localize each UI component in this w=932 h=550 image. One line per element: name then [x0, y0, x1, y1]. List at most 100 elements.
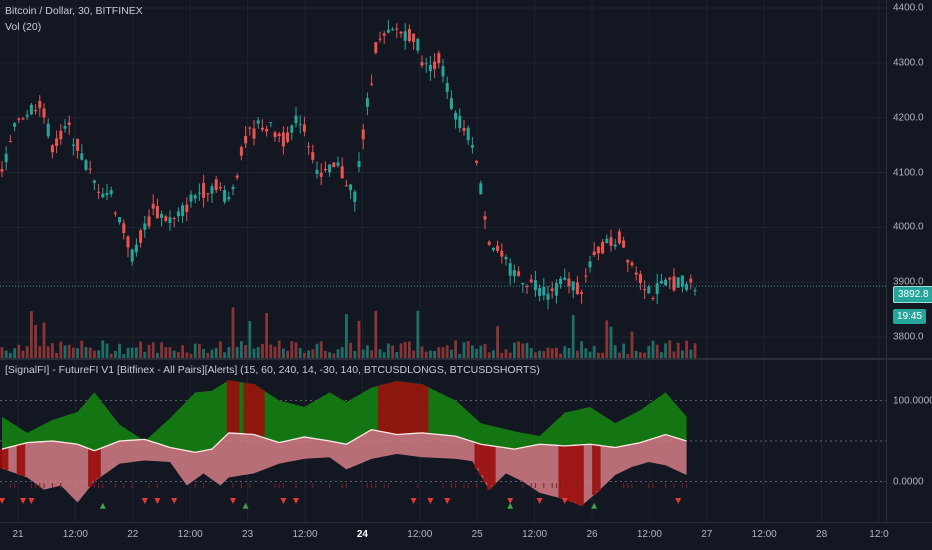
candle-body — [542, 286, 546, 296]
volume-bar — [672, 351, 676, 358]
pane-separator[interactable] — [0, 358, 932, 360]
candle-body — [118, 217, 122, 223]
volume-bar — [517, 341, 520, 358]
candle-body — [487, 241, 491, 245]
indicator-axis[interactable]: 100.0000 0.0000 — [886, 360, 932, 522]
time-tick-label: 28 — [816, 529, 828, 540]
candle-body — [67, 122, 71, 125]
volume-bar — [252, 348, 256, 358]
time-tick-label: 23 — [242, 529, 254, 540]
volume-bar — [466, 341, 470, 358]
candle-body — [277, 133, 281, 137]
candle-body — [496, 245, 500, 252]
bar-countdown-label: 19:45 — [893, 309, 927, 324]
volume-legend[interactable]: Vol (20) — [5, 21, 42, 33]
time-axis[interactable]: 21 12:00 22 12:00 23 12:00 24 12:00 25 12:00 26 12:… — [0, 522, 932, 550]
candle-body — [500, 250, 504, 257]
candle-body — [521, 283, 525, 285]
volume-bar — [240, 341, 243, 358]
candle-body — [470, 145, 474, 148]
candle-body — [638, 274, 642, 284]
candle-body — [231, 186, 235, 190]
volume-bar — [290, 341, 294, 358]
indicator-chart[interactable]: [SignalFI] - FutureFI V1 [Bitfinex - All… — [0, 360, 886, 522]
volume-bar — [492, 350, 495, 358]
candle-body — [63, 126, 67, 129]
candle-body — [592, 251, 596, 256]
volume-bar — [189, 353, 193, 358]
volume-bar — [655, 344, 659, 358]
candle-body — [601, 241, 605, 254]
candle-body — [336, 162, 340, 166]
signal-highlight — [394, 381, 399, 435]
price-axis[interactable]: 4400.0 4300.0 4200.0 4100.0 4000.0 3900.0 3800… — [886, 0, 932, 358]
time-tick-label: 12:00 — [636, 529, 662, 540]
sell-signal-marker — [141, 497, 148, 504]
volume-bar — [4, 350, 8, 358]
volume-bar — [76, 348, 79, 358]
volume-bar — [324, 350, 327, 358]
signal-highlight — [386, 383, 391, 433]
price-tick-label: 4200.0 — [893, 112, 924, 124]
volume-bar — [588, 351, 592, 358]
candle-body — [412, 33, 416, 42]
candle-body — [38, 101, 42, 109]
candle-body — [643, 289, 647, 291]
volume-bar — [366, 345, 369, 358]
signal-highlight — [256, 387, 261, 436]
volume-bar — [504, 349, 508, 358]
candle-body — [84, 160, 88, 170]
signal-highlight — [478, 444, 483, 476]
candle-body — [315, 169, 319, 174]
candle-body — [50, 145, 54, 153]
signal-highlight — [16, 444, 21, 475]
volume-bar — [420, 346, 424, 358]
candle-body — [567, 278, 571, 286]
volume-bar — [38, 346, 42, 358]
candle-body — [139, 230, 143, 243]
candle-body — [685, 284, 689, 290]
candle-body — [391, 29, 395, 31]
candle-body — [101, 193, 105, 198]
candle-body — [197, 192, 201, 194]
candle-body — [479, 183, 483, 195]
volume-bar — [462, 342, 466, 358]
candle-body — [647, 286, 651, 294]
price-chart-svg — [0, 0, 886, 358]
signal-highlight — [230, 380, 236, 434]
volume-bar — [147, 344, 151, 358]
volume-bar — [143, 351, 147, 358]
price-chart[interactable]: Bitcoin / Dollar, 30, BITFINEX Vol (20) — [0, 0, 886, 358]
volume-bar — [676, 342, 680, 358]
symbol-legend[interactable]: Bitcoin / Dollar, 30, BITFINEX — [5, 5, 143, 17]
candle-body — [227, 197, 231, 200]
volume-bar — [626, 353, 630, 358]
signal-highlight — [579, 444, 584, 506]
candle-body — [25, 114, 29, 117]
sell-signal-marker — [410, 497, 417, 504]
candle-body — [210, 186, 214, 194]
buy-signal-marker — [99, 502, 106, 509]
volume-bar — [277, 340, 281, 358]
price-tick-label: 4000.0 — [893, 221, 924, 233]
volume-bar — [311, 349, 315, 358]
time-tick-label: 12:00 — [522, 529, 548, 540]
volume-bar — [651, 340, 655, 358]
volume-bar — [546, 347, 550, 358]
sell-signal-marker — [427, 497, 434, 504]
candle-body — [445, 83, 449, 92]
candle-body — [458, 116, 462, 129]
volume-bar — [559, 353, 562, 358]
volume-bar — [437, 347, 441, 358]
volume-bar — [336, 349, 340, 358]
volume-bar — [508, 352, 512, 358]
volume-bar — [693, 343, 697, 358]
indicator-legend[interactable]: [SignalFI] - FutureFI V1 [Bitfinex - All… — [5, 364, 540, 376]
candle-body — [176, 211, 180, 217]
volume-bar — [88, 347, 92, 358]
volume-bar — [399, 343, 403, 358]
volume-bar — [282, 348, 285, 358]
sell-signal-marker — [0, 497, 5, 504]
candle-body — [672, 276, 676, 291]
volume-bar — [395, 352, 399, 358]
